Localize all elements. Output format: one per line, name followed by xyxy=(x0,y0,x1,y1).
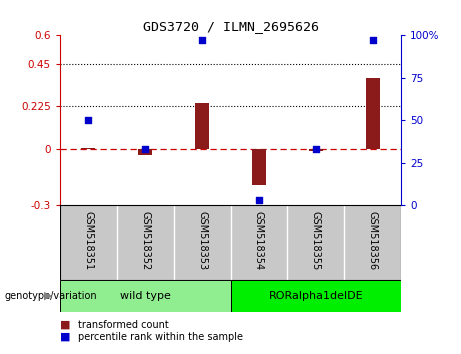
Text: percentile rank within the sample: percentile rank within the sample xyxy=(78,332,243,342)
Text: GSM518353: GSM518353 xyxy=(197,211,207,270)
Point xyxy=(369,38,376,43)
Bar xyxy=(195,103,209,149)
Text: ■: ■ xyxy=(60,319,71,329)
Bar xyxy=(60,280,230,312)
Text: ■: ■ xyxy=(60,332,71,342)
Text: genotype/variation: genotype/variation xyxy=(5,291,97,301)
Text: GSM518352: GSM518352 xyxy=(140,211,150,270)
Text: transformed count: transformed count xyxy=(78,320,169,330)
Text: RORalpha1delDE: RORalpha1delDE xyxy=(268,291,363,301)
Text: wild type: wild type xyxy=(120,291,171,301)
Bar xyxy=(366,78,380,149)
Bar xyxy=(230,280,401,312)
Point xyxy=(312,147,319,152)
Text: ▶: ▶ xyxy=(44,291,53,301)
Bar xyxy=(81,148,95,149)
Text: GSM518351: GSM518351 xyxy=(83,211,94,270)
Text: GSM518355: GSM518355 xyxy=(311,211,321,270)
Bar xyxy=(138,149,152,155)
Point xyxy=(85,118,92,123)
Bar xyxy=(309,149,323,150)
Bar xyxy=(252,149,266,185)
Text: GSM518356: GSM518356 xyxy=(367,211,378,270)
Point xyxy=(198,38,206,43)
Title: GDS3720 / ILMN_2695626: GDS3720 / ILMN_2695626 xyxy=(142,20,319,33)
Text: GSM518354: GSM518354 xyxy=(254,211,264,270)
Point xyxy=(255,198,263,203)
Point xyxy=(142,147,149,152)
